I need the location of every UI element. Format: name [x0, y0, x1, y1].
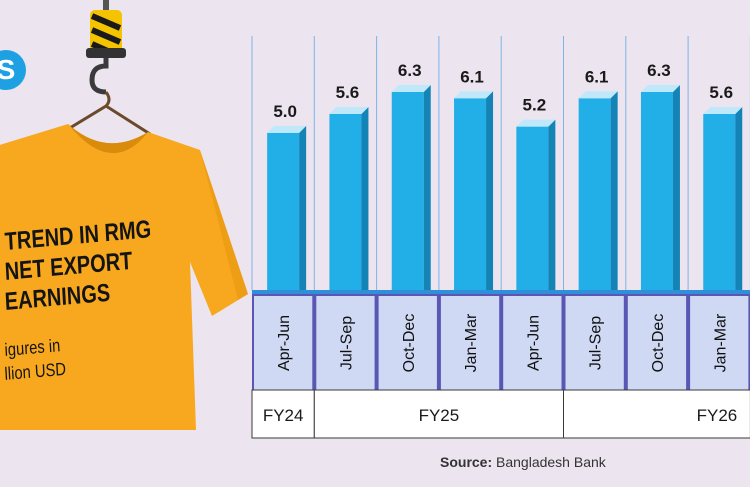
category-label: Apr-Jun — [525, 315, 542, 371]
bar-7: 5.6 — [703, 83, 743, 290]
bar-side — [735, 107, 743, 290]
category-label: Jul-Sep — [588, 316, 605, 370]
category-label: Jan-Mar — [712, 313, 729, 372]
bar-value-label: 5.6 — [709, 83, 733, 102]
bar-top — [454, 91, 494, 99]
bar-value-label: 5.0 — [273, 102, 297, 121]
category-label: Jan-Mar — [463, 313, 480, 372]
category-cell — [565, 296, 624, 390]
tshirt-icon — [0, 124, 248, 430]
year-label: FY26 — [697, 406, 738, 425]
tshirt-illustration — [0, 0, 248, 430]
category-label: Apr-Jun — [276, 315, 293, 371]
bar-front — [516, 126, 549, 290]
category-cell — [627, 296, 687, 390]
bar-top — [703, 107, 743, 114]
bar-value-label: 6.1 — [585, 67, 609, 86]
year-group: FY25 — [313, 389, 564, 439]
crane-hook-icon — [86, 0, 126, 95]
bar-side — [299, 125, 307, 290]
bar-front — [454, 98, 487, 291]
bar-6: 6.3 — [640, 61, 680, 290]
source-note: Source: Bangladesh Bank — [440, 454, 606, 470]
bar-top — [329, 107, 369, 114]
bar-2: 6.3 — [391, 61, 431, 290]
bar-value-label: 6.3 — [398, 61, 422, 80]
bar-front — [640, 92, 673, 290]
bar-top — [391, 85, 431, 92]
bar-side — [548, 119, 556, 290]
bar-3: 6.1 — [454, 67, 494, 291]
year-groups: FY24 FY25 FY26 — [251, 389, 750, 439]
bar-front — [391, 92, 424, 290]
bar-1: 5.6 — [329, 83, 369, 290]
bar-front — [329, 114, 362, 290]
category-band: Apr-Jun Jul-Sep Oct-Dec Jan-Mar Apr-Jun Jul-S… — [252, 290, 750, 390]
bar-value-label: 6.1 — [460, 67, 484, 86]
bar-value-label: 5.2 — [523, 96, 547, 115]
bar-0: 5.0 — [267, 102, 307, 290]
source-text: Bangladesh Bank — [496, 454, 606, 470]
chart-grid — [251, 36, 750, 290]
bar-top — [516, 119, 556, 127]
category-label: Oct-Dec — [401, 314, 418, 373]
bar-top — [640, 85, 680, 92]
bar-4: 5.2 — [516, 96, 556, 290]
bar-side — [486, 91, 494, 291]
bar-front — [703, 114, 736, 290]
bar-5: 6.1 — [578, 67, 618, 291]
year-label: FY24 — [263, 406, 304, 425]
bar-top — [578, 91, 618, 99]
category-label: Jul-Sep — [338, 316, 355, 370]
bar-value-label: 5.6 — [336, 83, 360, 102]
bar-side — [423, 85, 431, 290]
category-cell — [503, 296, 562, 390]
bar-value-label: 6.3 — [647, 61, 671, 80]
category-label: Oct-Dec — [650, 314, 667, 373]
year-group: FY26 — [563, 389, 750, 439]
category-cell — [254, 296, 313, 390]
category-cell — [316, 296, 375, 390]
bar-front — [578, 98, 611, 291]
category-cell — [690, 296, 749, 390]
bar-top — [267, 125, 307, 133]
year-box — [563, 389, 750, 439]
category-cell — [378, 296, 437, 390]
bar-side — [610, 91, 618, 291]
bar-side — [361, 107, 369, 290]
year-label: FY25 — [419, 406, 460, 425]
year-group: FY24 — [251, 389, 315, 439]
source-prefix: Source: — [440, 454, 493, 470]
bar-side — [672, 85, 680, 290]
bar-front — [267, 132, 300, 290]
hanger-icon — [59, 91, 151, 136]
category-cell — [440, 296, 500, 390]
chart-bars: 5.0 5.6 6.3 6.1 5.2 6.1 6.3 5.6 — [267, 61, 743, 291]
